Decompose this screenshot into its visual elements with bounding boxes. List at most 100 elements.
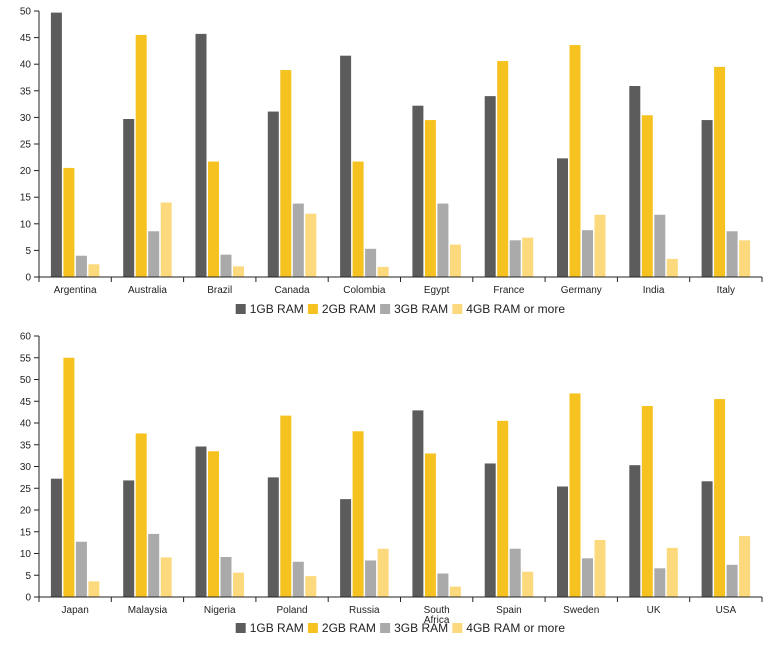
chart-2-bar-uk-2gb-ram xyxy=(641,406,653,597)
chart-1-bar-australia-1gb-ram xyxy=(123,119,135,277)
chart-2-bar-nigeria-3gb-ram xyxy=(220,556,232,597)
chart-2-legend-label-4gb-ram-or-more[interactable]: 4GB RAM or more xyxy=(466,621,565,635)
chart-1-bar-egypt-2gb-ram xyxy=(424,120,436,277)
chart-1-y-tick-label: 15 xyxy=(20,193,32,204)
chart-2-bar-japan-3gb-ram xyxy=(75,541,87,597)
chart-1-bar-brazil-2gb-ram xyxy=(208,161,219,277)
chart-2-y-tick-label: 25 xyxy=(20,484,32,495)
chart-1-bar-italy-1gb-ram xyxy=(701,120,713,277)
chart-1-bar-colombia-1gb-ram xyxy=(340,55,352,277)
chart-2-x-tick-label: Nigeria xyxy=(204,605,236,616)
chart-1-bar-germany-1gb-ram xyxy=(557,158,568,277)
chart-1-legend-label-4gb-ram-or-more[interactable]: 4GB RAM or more xyxy=(466,302,565,316)
chart-1-bar-argentina-1gb-ram xyxy=(50,12,62,277)
chart-2-bar-poland-2gb-ram xyxy=(280,415,292,597)
chart-1-bar-egypt-3gb-ram xyxy=(437,203,449,277)
chart-2-bar-spain-4gb-ram-or-more xyxy=(522,571,534,597)
chart-2-bar-russia-1gb-ram xyxy=(340,499,352,598)
chart-2-y-tick-label: 40 xyxy=(20,419,32,430)
chart-1-legend-swatch-1gb-ram[interactable] xyxy=(235,304,246,314)
chart-1-bar-france-1gb-ram xyxy=(484,96,496,278)
chart-2-x-tick-label: UK xyxy=(647,605,661,616)
chart-1-bar-canada-1gb-ram xyxy=(267,111,279,277)
chart-2-bar-south-africa-1gb-ram xyxy=(412,410,424,597)
chart-1-bar-colombia-4gb-ram-or-more xyxy=(377,266,389,277)
chart-1-y-tick-label: 25 xyxy=(20,140,32,151)
chart-2-x-tick-label: Russia xyxy=(349,605,380,616)
chart-2-bar-poland-4gb-ram-or-more xyxy=(305,576,317,597)
chart-2-bar-usa-1gb-ram xyxy=(701,481,713,597)
chart-2-bar-japan-2gb-ram xyxy=(63,357,75,597)
chart-2-legend-label-3gb-ram[interactable]: 3GB RAM xyxy=(394,621,448,635)
chart-1-bar-australia-3gb-ram xyxy=(148,231,160,277)
chart-1-legend-swatch-2gb-ram[interactable] xyxy=(307,304,318,314)
chart-1-bar-canada-3gb-ram xyxy=(292,203,304,277)
chart-2-legend-swatch-4gb-ram-or-more[interactable] xyxy=(452,623,463,633)
chart-1-bar-australia-4gb-ram-or-more xyxy=(160,202,172,277)
chart-2-bar-malaysia-2gb-ram xyxy=(135,433,147,597)
chart-2-bar-malaysia-3gb-ram xyxy=(148,533,160,597)
chart-2-bar-russia-2gb-ram xyxy=(352,431,364,597)
chart-2-y-tick-label: 0 xyxy=(25,593,31,604)
chart-2-legend-swatch-3gb-ram[interactable] xyxy=(380,623,391,633)
chart-1-y-tick-label: 20 xyxy=(20,166,32,177)
chart-1-legend-label-3gb-ram[interactable]: 3GB RAM xyxy=(394,302,448,316)
chart-2-x-tick-label: South Africa xyxy=(424,605,450,626)
chart-1-bar-italy-3gb-ram xyxy=(726,231,738,277)
chart-2-bar-spain-3gb-ram xyxy=(509,548,521,597)
chart-1-bar-colombia-3gb-ram xyxy=(365,248,377,277)
chart-2-bar-south-africa-2gb-ram xyxy=(424,453,436,597)
chart-1-bar-australia-2gb-ram xyxy=(135,34,147,277)
chart-1-legend-swatch-4gb-ram-or-more[interactable] xyxy=(452,304,463,314)
chart-1-x-tick-label: Canada xyxy=(275,285,310,296)
chart-2-x-tick-label: USA xyxy=(716,605,737,616)
chart-1-bar-argentina-2gb-ram xyxy=(63,167,75,277)
chart-2-bar-japan-1gb-ram xyxy=(50,478,62,597)
chart-1-x-tick-label: Italy xyxy=(717,285,735,296)
chart-2-x-tick-label: Sweden xyxy=(563,605,599,616)
chart-1-x-tick-label: Argentina xyxy=(54,285,97,296)
chart-1-y-tick-label: 40 xyxy=(20,60,32,71)
chart-1-legend-swatch-3gb-ram[interactable] xyxy=(380,304,391,314)
chart-2-bar-poland-3gb-ram xyxy=(292,561,304,597)
chart-1-legend-label-1gb-ram[interactable]: 1GB RAM xyxy=(250,302,304,316)
chart-2-bar-sweden-1gb-ram xyxy=(557,486,568,597)
chart-2-legend-swatch-2gb-ram[interactable] xyxy=(307,623,318,633)
chart-1-x-tick-label: Brazil xyxy=(207,285,232,296)
chart-2-x-tick-label: Spain xyxy=(496,605,522,616)
chart-2-bar-sweden-3gb-ram xyxy=(582,558,593,597)
chart-2-bar-russia-4gb-ram-or-more xyxy=(377,548,389,597)
chart-1-bar-india-1gb-ram xyxy=(629,86,641,277)
chart-1-y-tick-label: 50 xyxy=(20,7,32,18)
chart-2-x-tick-label: Malaysia xyxy=(128,605,168,616)
chart-1-y-tick-label: 30 xyxy=(20,113,32,124)
chart-1-bar-germany-2gb-ram xyxy=(569,45,581,277)
chart-2-bar-south-africa-4gb-ram-or-more xyxy=(449,586,461,597)
chart-2-bar-japan-4gb-ram-or-more xyxy=(88,581,100,597)
chart-1-y-tick-label: 5 xyxy=(25,246,31,257)
chart-2-legend-label-1gb-ram[interactable]: 1GB RAM xyxy=(250,621,304,635)
chart-1-bar-germany-4gb-ram-or-more xyxy=(594,214,606,277)
chart-1-y-tick-label: 0 xyxy=(25,273,31,284)
chart-1-bar-colombia-2gb-ram xyxy=(352,161,364,277)
chart-2-y-tick-label: 20 xyxy=(20,506,32,517)
chart-1-x-tick-label: Germany xyxy=(561,285,602,296)
chart-2-legend-swatch-1gb-ram[interactable] xyxy=(235,623,246,633)
chart-1-bar-brazil-3gb-ram xyxy=(220,254,232,277)
chart-1-bar-germany-3gb-ram xyxy=(582,230,593,277)
chart-1-y-tick-label: 35 xyxy=(20,86,32,97)
chart-2-bar-poland-1gb-ram xyxy=(267,477,279,598)
chart-1-bar-argentina-4gb-ram-or-more xyxy=(88,264,100,277)
chart-2-bar-spain-2gb-ram xyxy=(497,420,509,597)
chart-2-bar-spain-1gb-ram xyxy=(484,463,496,597)
chart-2-bar-russia-3gb-ram xyxy=(365,560,377,597)
chart-1-x-tick-label: Colombia xyxy=(343,285,386,296)
chart-2-y-tick-label: 5 xyxy=(25,571,31,582)
chart-2-bar-malaysia-1gb-ram xyxy=(123,480,135,597)
chart-1-legend-label-2gb-ram[interactable]: 2GB RAM xyxy=(322,302,376,316)
chart-2-bar-malaysia-4gb-ram-or-more xyxy=(160,557,172,597)
chart-2-legend-label-2gb-ram[interactable]: 2GB RAM xyxy=(322,621,376,635)
chart-1-bar-canada-4gb-ram-or-more xyxy=(305,213,317,277)
chart-2-y-tick-label: 50 xyxy=(20,375,32,386)
